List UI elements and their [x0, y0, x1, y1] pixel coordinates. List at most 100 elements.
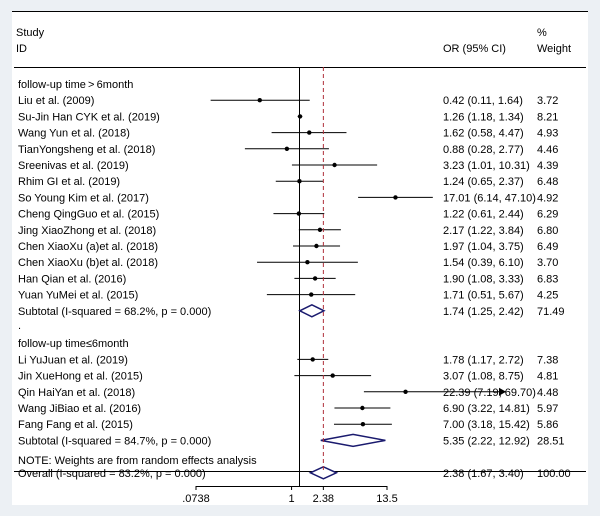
study-label: Wang Yun et al. (2018) — [18, 128, 130, 140]
study-or-ci: 3.07 (1.08, 8.75) — [443, 371, 524, 383]
study-weight: 8.21 — [537, 111, 558, 123]
study-or-ci: 1.71 (0.51, 5.67) — [443, 290, 524, 302]
subtotal-label: Subtotal (I-squared = 68.2%, p = 0.000) — [18, 306, 211, 318]
header-weight-symbol: % — [537, 27, 547, 39]
study-weight: 4.46 — [537, 144, 558, 156]
study-weight: 4.93 — [537, 128, 558, 140]
x-tick-label: 13.5 — [376, 493, 397, 505]
header-or: OR (95% CI) — [443, 43, 506, 55]
x-tick-label: 2.38 — [313, 493, 334, 505]
point-estimate — [310, 357, 315, 362]
study-or-ci: 7.00 (3.18, 15.42) — [443, 419, 530, 431]
study-or-ci: 1.26 (1.18, 1.34) — [443, 111, 524, 123]
study-or-ci: 1.90 (1.08, 3.33) — [443, 273, 524, 285]
x-tick-label: 1 — [289, 493, 295, 505]
study-or-ci: 1.62 (0.58, 4.47) — [443, 128, 524, 140]
study-or-ci: 2.17 (1.22, 3.84) — [443, 225, 524, 237]
study-label: Qin HaiYan et al. (2018) — [18, 387, 135, 399]
subtotal-or-ci: 1.74 (1.25, 2.42) — [443, 306, 524, 318]
point-estimate — [296, 211, 302, 216]
subtotal-weight: 28.51 — [537, 435, 565, 447]
x-axis-ticks: .0738 1 2.38 13.5 — [182, 486, 398, 505]
plot-panel: Study ID OR (95% CI) % Weight NOTE: Weig… — [12, 11, 588, 505]
study-label: Chen XiaoXu (a)et al. (2018) — [18, 241, 158, 253]
point-estimate — [403, 389, 408, 394]
point-estimate — [305, 260, 310, 265]
study-or-ci: 17.01 (6.14, 47.10) — [443, 192, 536, 204]
study-weight: 6.83 — [537, 273, 558, 285]
study-weight: 4.48 — [537, 387, 558, 399]
forest-rows: follow-up time > 6month Liu et al. (2009)… — [18, 79, 571, 480]
point-estimate — [360, 422, 366, 427]
point-estimate — [297, 179, 302, 184]
point-estimate — [312, 276, 318, 281]
study-weight: 6.48 — [537, 176, 558, 188]
study-or-ci: 1.54 (0.39, 6.10) — [443, 257, 524, 269]
study-or-ci: 1.78 (1.17, 2.72) — [443, 354, 524, 366]
study-weight: 4.81 — [537, 371, 558, 383]
study-or-ci: 1.97 (1.04, 3.75) — [443, 241, 524, 253]
study-weight: 6.49 — [537, 241, 558, 253]
study-or-ci: 3.23 (1.01, 10.31) — [443, 160, 530, 172]
weights-note: NOTE: Weights are from random effects an… — [18, 455, 257, 467]
study-weight: 7.38 — [537, 354, 558, 366]
study-weight: 3.70 — [537, 257, 558, 269]
point-estimate — [257, 98, 262, 103]
point-estimate — [307, 130, 312, 135]
study-label: Yuan YuMei et al. (2015) — [18, 290, 138, 302]
study-weight: 6.80 — [537, 225, 558, 237]
study-label: Fang Fang et al. (2015) — [18, 419, 133, 431]
overall-or-ci: 2.38 (1.67, 3.40) — [443, 468, 524, 480]
header-id: ID — [16, 43, 27, 55]
overall-weight: 100.00 — [537, 468, 571, 480]
study-label: Jin XueHong et al. (2015) — [18, 371, 143, 383]
subtotal-or-ci: 5.35 (2.22, 12.92) — [443, 435, 530, 447]
study-or-ci: 1.24 (0.65, 2.37) — [443, 176, 524, 188]
x-tick-label: .0738 — [182, 493, 210, 505]
subtotal-diamond — [320, 433, 386, 448]
subtotal-label: Subtotal (I-squared = 84.7%, p = 0.000) — [18, 435, 211, 447]
point-estimate — [317, 227, 323, 232]
study-label: Han Qian et al. (2016) — [18, 273, 126, 285]
study-weight: 6.29 — [537, 209, 558, 221]
study-label: Wang JiBiao et al. (2016) — [18, 403, 141, 415]
study-weight: 5.97 — [537, 403, 558, 415]
study-label: So Young Kim et al. (2017) — [18, 192, 149, 204]
separator-dot: . — [18, 320, 21, 332]
study-weight: 4.25 — [537, 290, 558, 302]
point-estimate — [314, 243, 319, 249]
study-or-ci: 22.39 (7.19, 69.70) — [443, 387, 536, 399]
header-study: Study — [16, 27, 45, 39]
point-estimate — [393, 195, 398, 200]
point-estimate — [297, 114, 303, 119]
point-estimate — [284, 146, 290, 151]
study-label: Cheng QingGuo et al. (2015) — [18, 209, 159, 221]
point-estimate — [360, 405, 365, 411]
ci-arrow — [499, 387, 506, 396]
study-label: Su-Jin Han CYK et al. (2019) — [18, 111, 160, 123]
study-or-ci: 0.88 (0.28, 2.77) — [443, 144, 524, 156]
study-label: Sreenivas et al. (2019) — [18, 160, 129, 172]
study-weight: 5.86 — [537, 419, 558, 431]
separator-dot: . — [18, 450, 21, 462]
point-estimate — [309, 292, 314, 297]
study-label: TianYongsheng et al. (2018) — [18, 144, 155, 156]
study-label: Rhim GI et al. (2019) — [18, 176, 120, 188]
forest-plot: Study ID OR (95% CI) % Weight NOTE: Weig… — [12, 11, 588, 505]
group-header: follow-up time > 6month — [18, 79, 133, 91]
point-estimate — [330, 373, 335, 378]
header-weight: Weight — [537, 43, 571, 55]
point-estimate — [332, 162, 337, 168]
study-label: Li YuJuan et al. (2019) — [18, 354, 128, 366]
overall-label: Overall (I-squared = 83.2%, p = 0.000) — [18, 468, 206, 480]
subtotal-weight: 71.49 — [537, 306, 565, 318]
study-weight: 4.92 — [537, 192, 558, 204]
study-label: Jing XiaoZhong et al. (2018) — [18, 225, 156, 237]
subtotal-diamond — [298, 303, 326, 318]
study-or-ci: 1.22 (0.61, 2.44) — [443, 209, 524, 221]
study-or-ci: 0.42 (0.11, 1.64) — [443, 95, 523, 107]
study-label: Chen XiaoXu (b)et al. (2018) — [18, 257, 158, 269]
study-or-ci: 6.90 (3.22, 14.81) — [443, 403, 530, 415]
study-weight: 4.39 — [537, 160, 558, 172]
study-weight: 3.72 — [537, 95, 558, 107]
